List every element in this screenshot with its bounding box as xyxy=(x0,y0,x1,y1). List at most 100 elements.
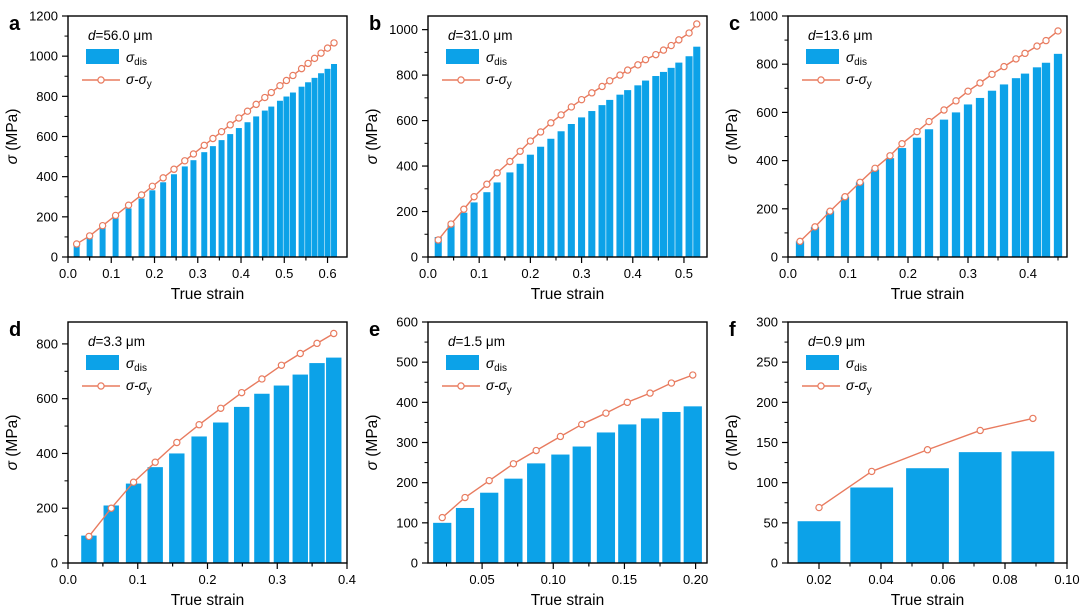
x-tick-label: 0.0 xyxy=(59,572,77,587)
data-point-marker xyxy=(330,329,338,338)
bar xyxy=(975,97,985,257)
x-tick-label: 0.10 xyxy=(541,572,566,587)
data-point-marker xyxy=(200,141,208,150)
data-point-marker xyxy=(506,157,514,166)
y-tick-label: 200 xyxy=(756,395,778,410)
bar xyxy=(483,192,491,257)
data-point-marker xyxy=(85,532,93,541)
bar xyxy=(125,208,132,257)
bar xyxy=(103,505,119,563)
legend-bar-swatch xyxy=(446,355,479,370)
y-tick-label: 800 xyxy=(36,89,58,104)
legend-line-marker xyxy=(97,382,105,390)
legend-line-marker xyxy=(457,76,465,84)
data-point-marker xyxy=(577,95,586,104)
x-tick-label: 0.20 xyxy=(683,572,708,587)
bar xyxy=(455,507,475,563)
data-point-marker xyxy=(976,426,984,435)
data-point-marker xyxy=(634,61,642,69)
x-axis-title: True strain xyxy=(531,592,605,609)
y-tick-label: 400 xyxy=(36,169,58,184)
data-point-marker xyxy=(598,82,606,91)
data-point-marker xyxy=(509,460,518,468)
y-tick-label: 200 xyxy=(396,204,418,219)
data-point-marker xyxy=(277,361,286,369)
panel-letter: f xyxy=(729,319,736,341)
data-point-marker xyxy=(485,476,493,485)
bar xyxy=(309,363,325,563)
bar xyxy=(840,196,850,257)
bar xyxy=(855,182,865,257)
grain-size-annotation: d=3.3 μm xyxy=(88,334,145,349)
bar xyxy=(233,406,250,563)
bar xyxy=(685,56,693,257)
data-point-marker xyxy=(923,446,932,454)
bar xyxy=(912,137,922,257)
data-point-marker xyxy=(516,147,524,155)
bar xyxy=(659,71,668,258)
bar xyxy=(906,468,949,563)
y-tick-label: 600 xyxy=(396,113,418,128)
bar xyxy=(1032,67,1042,257)
legend-line-marker xyxy=(97,76,105,84)
y-tick-label: 1200 xyxy=(29,9,58,24)
data-point-marker xyxy=(616,71,624,79)
y-tick-label: 0 xyxy=(771,556,778,571)
y-axis-title: σ (MPa) xyxy=(724,109,741,165)
x-tick-label: 0.2 xyxy=(198,572,216,587)
data-point-marker xyxy=(434,236,442,244)
y-axis-title: σ (MPa) xyxy=(4,415,21,471)
data-point-marker xyxy=(689,371,697,379)
bar xyxy=(1011,78,1021,258)
grain-size-annotation: d=31.0 μm xyxy=(448,28,512,43)
panel-letter: d xyxy=(9,319,21,341)
panel-e: 0.05 0.10 0.15 0.20 0 100 200 300 400 500 600 σ (MP… xyxy=(360,306,720,613)
x-tick-label: 0.4 xyxy=(338,572,356,587)
data-point-marker xyxy=(578,420,586,429)
bar xyxy=(191,436,207,563)
data-point-marker xyxy=(72,240,81,248)
data-point-marker xyxy=(811,223,819,231)
data-point-marker xyxy=(235,114,243,122)
y-tick-label: 300 xyxy=(396,435,418,450)
x-tick-label: 0.3 xyxy=(573,266,591,281)
data-point-marker xyxy=(1029,414,1037,423)
panel-a: 0.0 0.1 0.2 0.3 0.4 0.5 0.6 0 200 400 600 800 1000 12… xyxy=(0,0,360,306)
bar xyxy=(311,77,318,257)
data-point-marker xyxy=(667,379,676,387)
data-point-marker xyxy=(195,420,203,429)
legend-bar-label: σdis xyxy=(486,356,507,374)
bar xyxy=(598,105,606,258)
y-tick-label: 600 xyxy=(36,391,58,406)
bar xyxy=(616,94,624,257)
y-tick-label: 0 xyxy=(51,556,58,571)
bar xyxy=(331,64,338,257)
y-tick-label: 200 xyxy=(36,209,58,224)
bar xyxy=(305,82,312,257)
data-point-marker xyxy=(988,70,996,79)
bar xyxy=(283,96,290,257)
y-tick-label: 800 xyxy=(396,68,418,83)
legend-line-label: σ-σy xyxy=(846,72,872,90)
bar xyxy=(987,90,997,258)
legend-line-marker xyxy=(817,382,825,390)
legend-bar-label: σdis xyxy=(846,50,867,68)
y-tick-label: 250 xyxy=(756,355,778,370)
data-point-marker xyxy=(151,458,159,466)
bar xyxy=(634,85,642,257)
y-tick-label: 1000 xyxy=(749,9,778,24)
panel-c: 0.0 0.1 0.2 0.3 0.4 0 200 400 600 800 1000 σ (MPa) T… xyxy=(720,0,1080,306)
data-point-marker xyxy=(952,97,960,105)
bar xyxy=(289,92,296,258)
bar xyxy=(125,483,142,563)
data-point-marker xyxy=(652,50,660,59)
x-tick-label: 0.3 xyxy=(268,572,286,587)
data-point-marker xyxy=(297,64,306,73)
panel-d: 0.0 0.1 0.2 0.3 0.4 0 200 400 600 800 σ (MPa) True … xyxy=(0,306,360,613)
data-point-marker xyxy=(209,134,217,143)
data-point-marker xyxy=(976,79,984,87)
data-point-marker xyxy=(148,182,157,191)
bar xyxy=(268,106,275,257)
bar xyxy=(557,131,565,257)
